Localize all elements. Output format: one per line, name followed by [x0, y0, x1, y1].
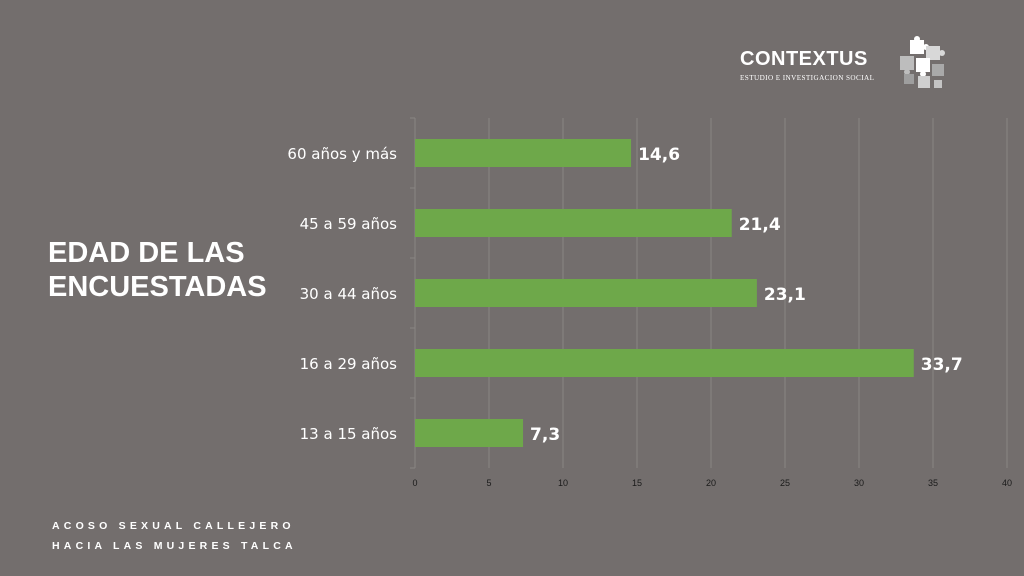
data-label: 21,4: [739, 215, 781, 235]
logo-tagline: ESTUDIO E INVESTIGACION SOCIAL: [740, 74, 875, 82]
x-tick-label: 5: [486, 478, 491, 488]
puzzle-pieces-icon: [900, 36, 945, 88]
subtitle-line-2: HACIA LAS MUJERES TALCA: [52, 540, 297, 552]
x-tick-label: 35: [928, 478, 938, 488]
chart-title: EDAD DE LAS ENCUESTADAS: [48, 236, 288, 304]
bar: [415, 279, 757, 307]
category-label: 60 años y más: [287, 145, 397, 163]
data-label: 14,6: [638, 145, 680, 165]
data-label: 7,3: [530, 425, 560, 445]
data-label: 33,7: [921, 355, 963, 375]
category-label: 30 a 44 años: [300, 285, 398, 303]
x-tick-label: 25: [780, 478, 790, 488]
contextus-logo: CONTEXTUS ESTUDIO E INVESTIGACION SOCIAL: [738, 36, 953, 92]
logo-name: CONTEXTUS: [740, 48, 868, 70]
subtitle-line-1: ACOSO SEXUAL CALLEJERO: [52, 520, 295, 532]
x-tick-label: 15: [632, 478, 642, 488]
bar: [415, 139, 632, 167]
x-tick-label: 30: [854, 478, 864, 488]
bar: [415, 349, 914, 377]
category-label: 13 a 15 años: [300, 425, 398, 443]
category-label: 45 a 59 años: [300, 215, 398, 233]
x-tick-label: 0: [412, 478, 417, 488]
bar: [415, 419, 524, 447]
presentation-subtitle: ACOSO SEXUAL CALLEJERO HACIA LAS MUJERES…: [52, 516, 297, 556]
x-tick-label: 40: [1002, 478, 1012, 488]
chart-title-line-2: ENCUESTADAS: [48, 271, 267, 303]
chart-title-line-1: EDAD DE LAS: [48, 237, 245, 269]
bar: [415, 209, 732, 237]
data-label: 23,1: [764, 285, 806, 305]
x-tick-label: 10: [558, 478, 568, 488]
category-label: 16 a 29 años: [300, 355, 398, 373]
x-tick-label: 20: [706, 478, 716, 488]
